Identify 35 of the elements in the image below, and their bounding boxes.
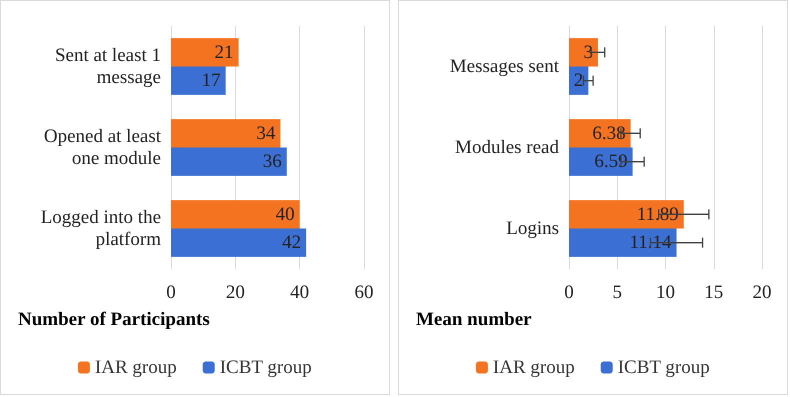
x-tick-label: 15 bbox=[704, 282, 724, 303]
data-label: 42 bbox=[282, 232, 302, 254]
x-tick-label: 0 bbox=[166, 282, 176, 303]
x-tick-label: 10 bbox=[656, 282, 675, 303]
y-tick-label: Logins bbox=[506, 218, 559, 239]
x-tick-label: 20 bbox=[226, 282, 245, 303]
x-tick-label: 0 bbox=[564, 282, 574, 303]
y-tick-label: Logged into the platform bbox=[40, 207, 162, 250]
data-label: 17 bbox=[202, 70, 221, 92]
bar bbox=[171, 148, 287, 176]
bar bbox=[171, 66, 226, 95]
legend-label: ICBT group bbox=[220, 357, 312, 378]
data-label: 2 bbox=[574, 70, 584, 92]
x-tick-label: 20 bbox=[752, 282, 772, 303]
bar bbox=[569, 66, 588, 95]
data-label: 36 bbox=[262, 151, 282, 172]
bar bbox=[171, 38, 239, 66]
x-tick-label: 5 bbox=[612, 282, 622, 303]
legend-label: ICBT group bbox=[618, 357, 710, 378]
x-tick-label: 60 bbox=[354, 282, 374, 303]
data-label: 40 bbox=[276, 204, 295, 225]
bar bbox=[171, 228, 306, 257]
y-tick-label: Sent at least 1 message bbox=[54, 45, 161, 88]
x-axis-title: Number of Participants bbox=[18, 309, 210, 330]
x-tick-label: 40 bbox=[290, 282, 310, 303]
y-tick-label: Modules read bbox=[455, 137, 560, 158]
bar bbox=[171, 200, 300, 228]
data-label: 34 bbox=[256, 122, 276, 144]
y-tick-label: Opened at least one module bbox=[44, 126, 162, 169]
bar bbox=[171, 119, 280, 148]
y-tick-label: Messages sent bbox=[450, 56, 560, 77]
x-axis-title: Mean number bbox=[416, 309, 532, 330]
legend-label: IAR group bbox=[492, 357, 575, 378]
data-label: 21 bbox=[214, 42, 234, 63]
legend-label: IAR group bbox=[94, 357, 177, 378]
